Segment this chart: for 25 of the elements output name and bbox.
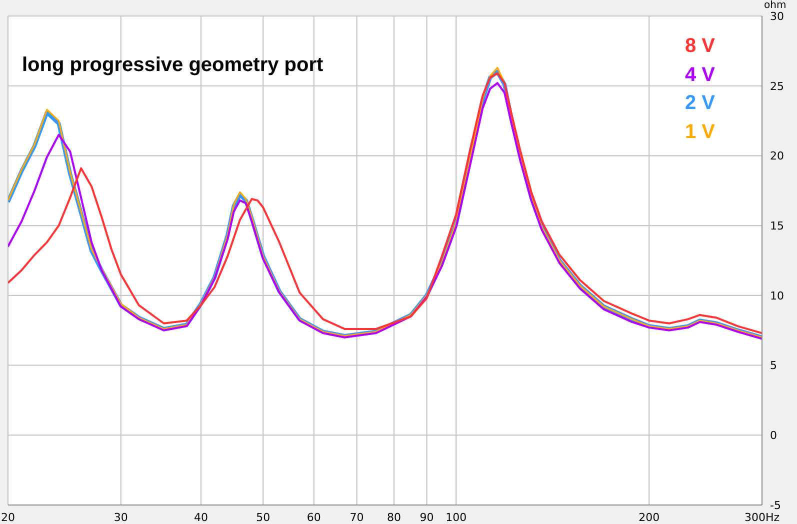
x-tick-label: 50 (256, 510, 270, 524)
y-tick-label: 0 (770, 429, 777, 442)
x-tick-label: 20 (1, 510, 15, 524)
y-tick-label: -5 (770, 498, 781, 512)
x-tick-label: 100 (446, 510, 467, 524)
x-tick-label: 80 (386, 510, 401, 524)
y-tick-label: 5 (770, 359, 777, 372)
x-tick-label: 70 (350, 510, 364, 524)
y-tick-label: 20 (770, 150, 784, 163)
text: 8 V (684, 34, 715, 59)
x-tick-label: 90 (420, 510, 434, 524)
text: 2 V (684, 91, 715, 116)
text: 4 V (684, 62, 715, 88)
text: long progressive geometry port (22, 54, 324, 77)
y-axis-title: ohm (764, 0, 786, 11)
x-tick-label: 200 (638, 510, 660, 524)
y-tick-label: 30 (770, 10, 784, 23)
y-tick-label: 25 (770, 80, 784, 93)
y-tick-label: 15 (770, 219, 784, 232)
x-tick-label: 300Hz (744, 510, 780, 524)
y-tick-label: 10 (770, 289, 784, 302)
x-tick-label: 40 (194, 510, 208, 524)
x-tick-label: 30 (114, 510, 128, 524)
text: 1 V (684, 120, 715, 144)
x-tick-label: 60 (306, 510, 321, 524)
